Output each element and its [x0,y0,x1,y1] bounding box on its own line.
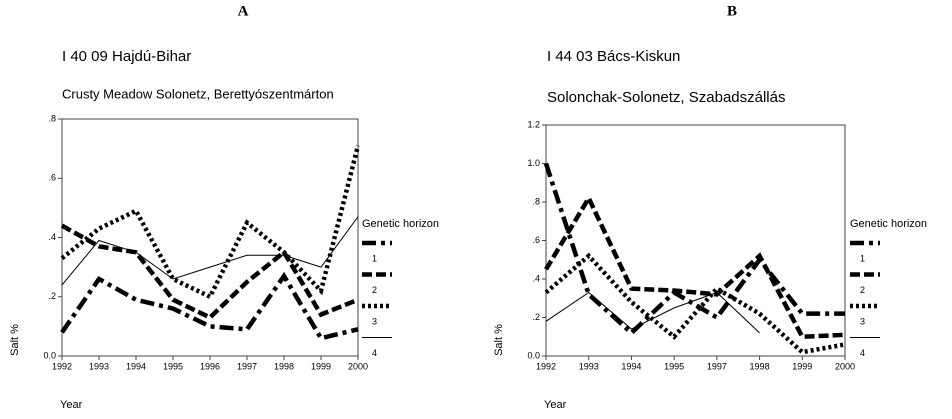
y-tick-label: 0.0 [43,350,56,360]
line-series [61,216,359,286]
chart-subtitle: Solonchak-Solonetz, Szabadszállás [547,89,785,106]
x-tick-label: 1994 [621,361,641,371]
x-tick-label: 1998 [750,361,770,371]
legend-label: 1 [372,253,377,263]
x-tick-label: 2000 [348,361,368,371]
legend-title: Genetic horizon [850,218,927,230]
panel-label: A [238,3,249,19]
x-axis-label: Year [544,399,567,411]
x-tick-label: 1997 [237,361,257,371]
y-tick-label: .6 [48,173,56,183]
line-series [60,271,359,341]
y-tick-label: 1.0 [527,158,540,168]
plot-frame [61,118,359,357]
y-tick-label: .6 [532,235,540,245]
chart-title: I 40 09 Hajdú-Bihar [62,48,191,65]
legend-label: 4 [860,348,865,358]
x-axis-label: Year [60,399,83,411]
y-tick-label: 1.2 [527,119,540,129]
chart-title: I 44 03 Bács-Kiskun [547,48,680,65]
plot-frame [545,124,846,357]
x-tick-label: 1999 [311,361,331,371]
x-tick-label: 1995 [664,361,684,371]
x-tick-label: 1999 [792,361,812,371]
y-tick-label: .2 [48,291,56,301]
line-series [545,291,760,334]
x-tick-label: 1995 [163,361,183,371]
y-tick-label: .4 [532,273,540,283]
x-tick-label: 1993 [579,361,599,371]
y-tick-label: .4 [48,232,56,242]
legend-title: Genetic horizon [362,218,439,230]
y-axis-label: Salt % [9,324,21,356]
legend-label: 3 [372,316,377,326]
x-tick-label: 1998 [274,361,294,371]
legend-label: 1 [860,253,865,263]
chart-subtitle: Crusty Meadow Solonetz, Berettyószentmár… [62,86,334,101]
x-tick-label: 1992 [536,361,556,371]
line-series [60,145,361,300]
legend-label: 3 [860,316,865,326]
x-tick-label: 1993 [89,361,109,371]
x-tick-label: 1997 [707,361,727,371]
y-tick-label: .2 [532,312,540,322]
legend-label: 2 [860,285,865,295]
legend-label: 2 [372,285,377,295]
line-series [544,252,846,355]
x-tick-label: 2000 [835,361,855,371]
panel-label: B [727,3,737,19]
line-series [60,223,359,321]
line-series [543,162,845,336]
y-tick-label: .8 [532,196,540,206]
line-series [544,193,846,340]
x-tick-label: 1996 [200,361,220,371]
legend-label: 4 [372,348,377,358]
y-tick-label: .8 [48,113,56,123]
y-axis-label: Salt % [493,324,505,356]
x-tick-label: 1994 [126,361,146,371]
x-tick-label: 1992 [52,361,72,371]
y-tick-label: 0.0 [527,350,540,360]
